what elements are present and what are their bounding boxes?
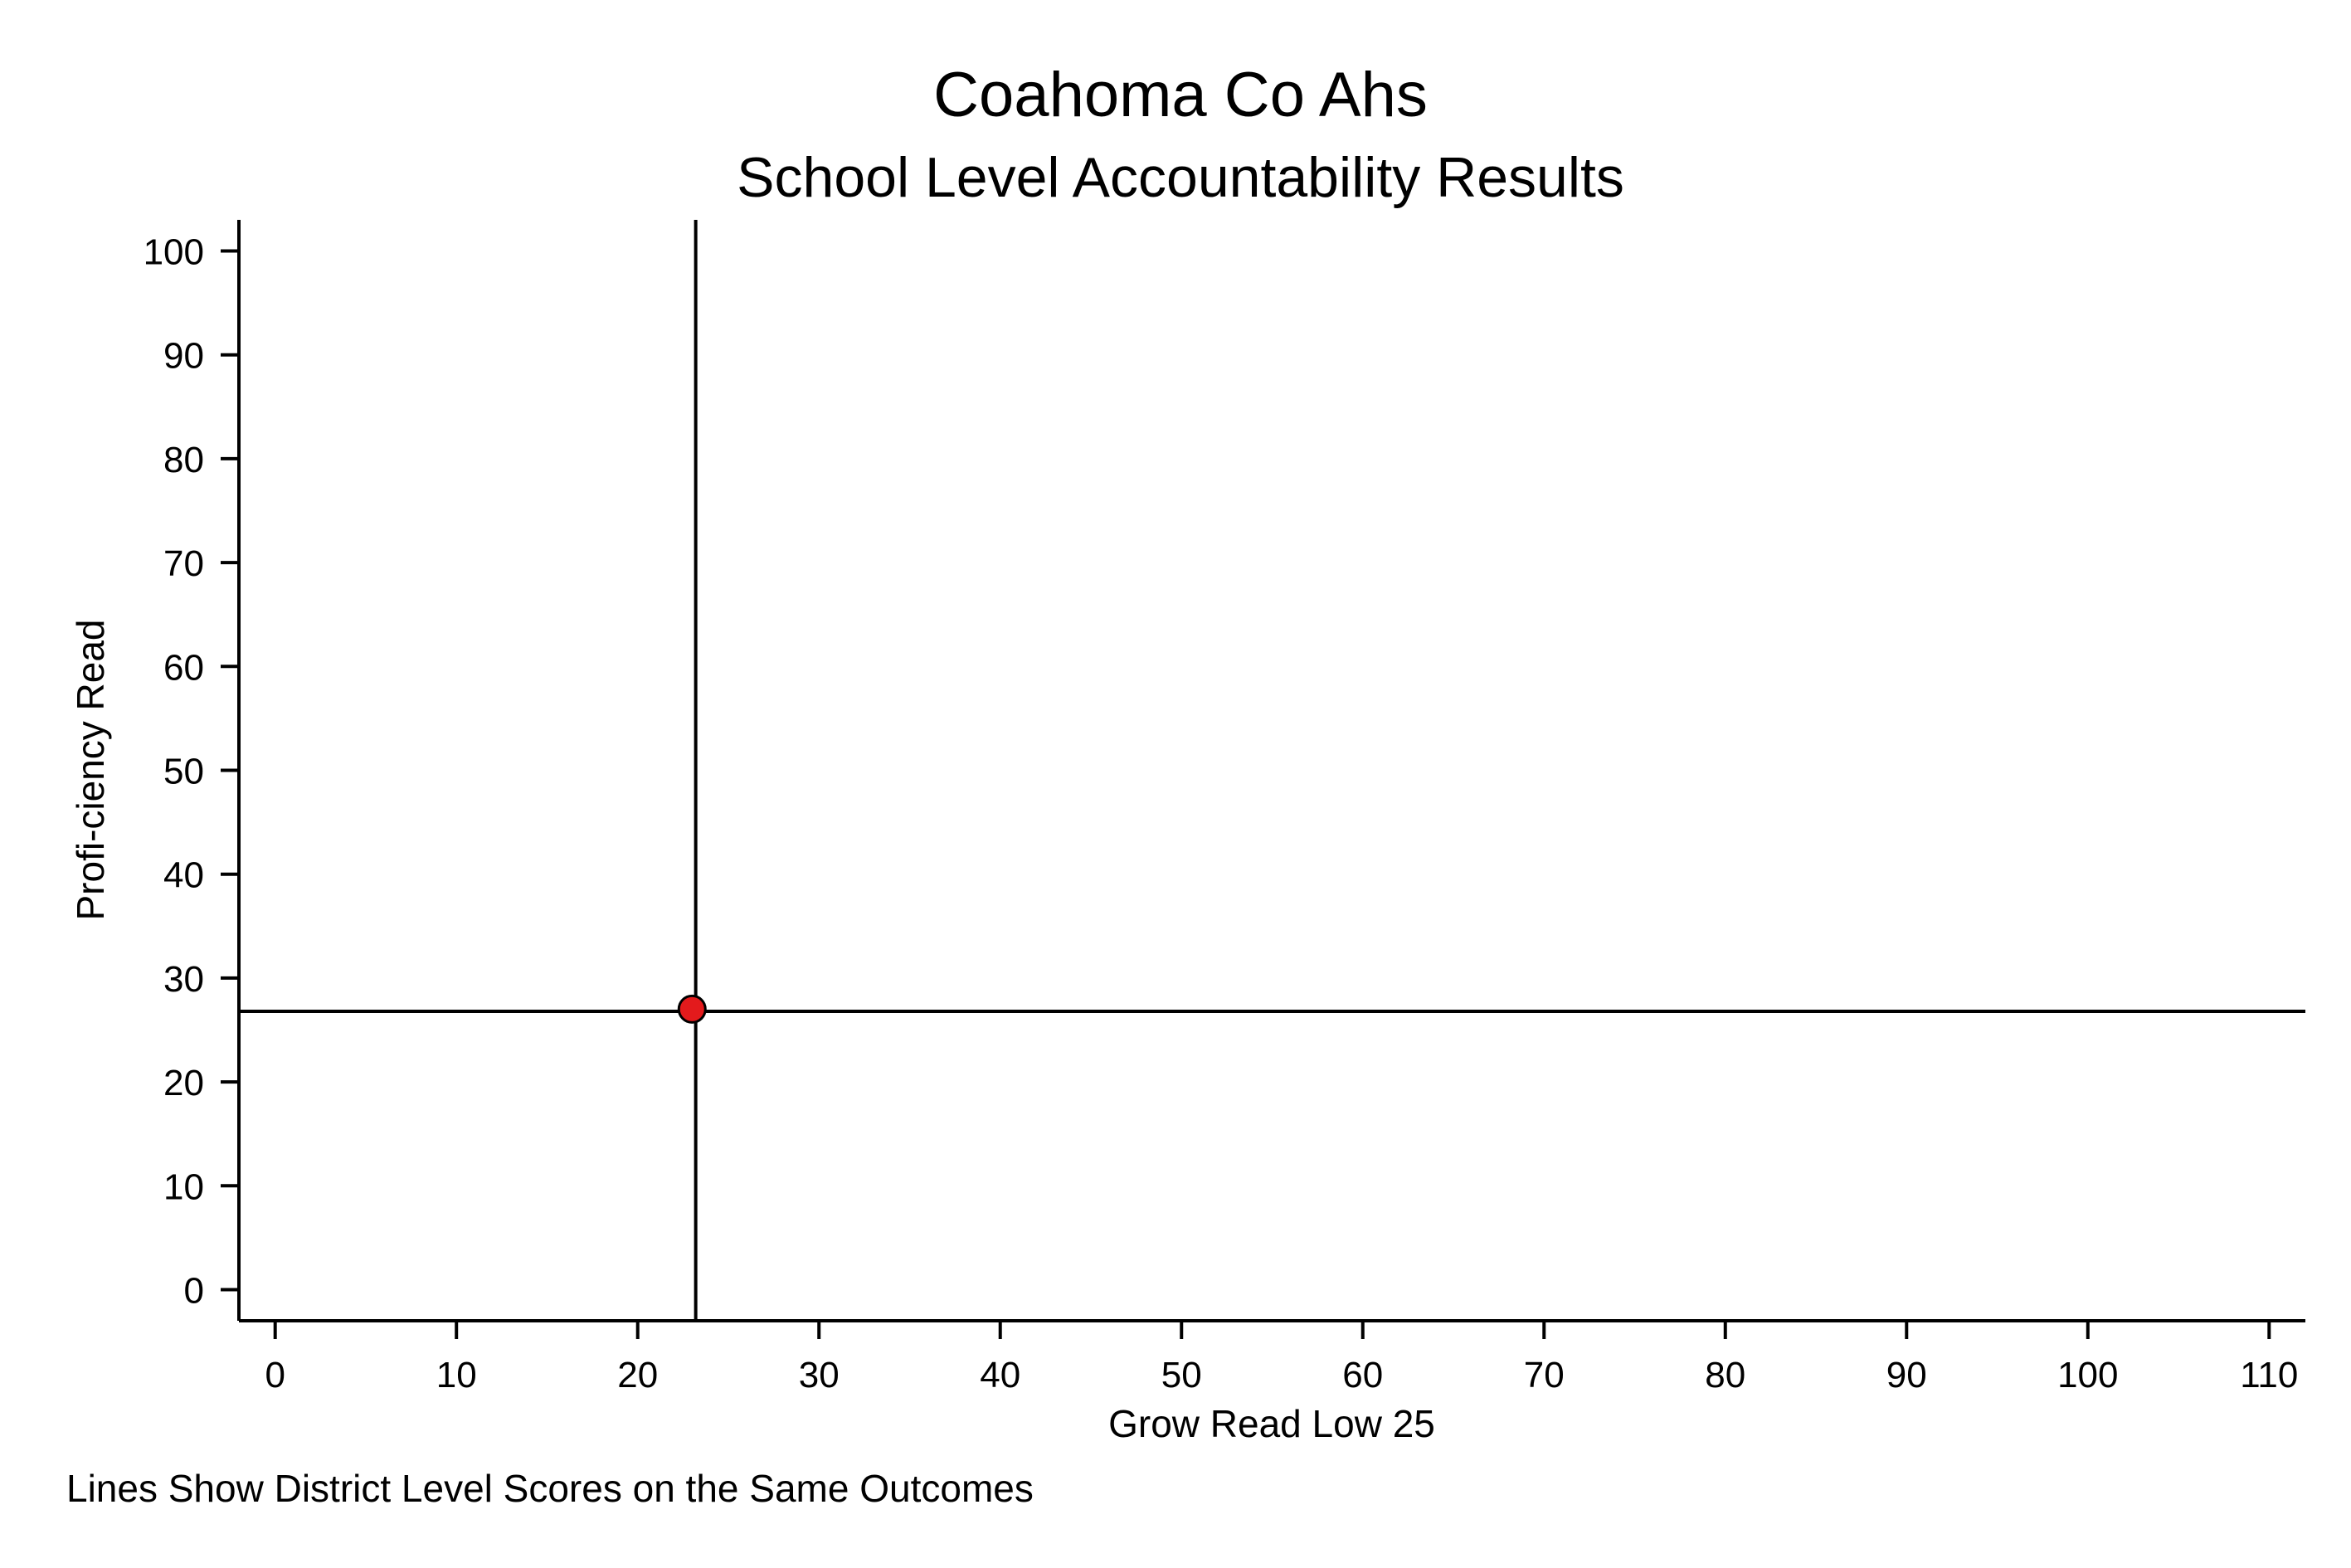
- x-ticks: 0 10 20 30 40 50 60 70 80 90 100 110: [265, 1321, 2298, 1395]
- chart-title: Coahoma Co Ahs: [933, 60, 1428, 130]
- data-point: [677, 994, 707, 1024]
- y-tick-label: 60: [163, 647, 204, 688]
- x-tick-label: 40: [980, 1355, 1020, 1395]
- x-tick-label: 110: [2240, 1355, 2298, 1395]
- y-axis-title: Profi-ciency Read: [69, 619, 112, 920]
- x-axis-title: Grow Read Low 25: [1108, 1402, 1435, 1445]
- x-tick-label: 60: [1342, 1355, 1383, 1395]
- y-tick-label: 20: [163, 1063, 204, 1103]
- x-tick-label: 10: [436, 1355, 477, 1395]
- chart-note: Lines Show District Level Scores on the …: [66, 1467, 1034, 1510]
- y-tick-label: 30: [163, 959, 204, 1000]
- x-tick-label: 90: [1886, 1355, 1927, 1395]
- y-tick-label: 10: [163, 1166, 204, 1207]
- y-tick-label: 90: [163, 336, 204, 377]
- x-tick-label: 0: [265, 1355, 285, 1395]
- x-tick-label: 50: [1161, 1355, 1202, 1395]
- x-tick-label: 100: [2057, 1355, 2118, 1395]
- x-tick-label: 20: [617, 1355, 658, 1395]
- x-tick-label: 70: [1524, 1355, 1565, 1395]
- x-tick-label: 80: [1705, 1355, 1745, 1395]
- y-tick-label: 50: [163, 752, 204, 792]
- y-tick-label: 0: [184, 1270, 204, 1311]
- chart-subtitle: School Level Accountability Results: [737, 146, 1624, 209]
- y-tick-label: 40: [163, 855, 204, 896]
- y-tick-label: 70: [163, 543, 204, 584]
- y-tick-label: 100: [144, 232, 204, 273]
- data-points: [677, 994, 707, 1024]
- x-tick-label: 30: [799, 1355, 840, 1395]
- plot-area: 0 10 20 30 40 50 60 70 80 90 100 110 0 10 20 30 40 50 60 7…: [144, 220, 2305, 1395]
- y-tick-label: 80: [163, 440, 204, 480]
- y-ticks: 0 10 20 30 40 50 60 70 80 90 100: [144, 232, 239, 1311]
